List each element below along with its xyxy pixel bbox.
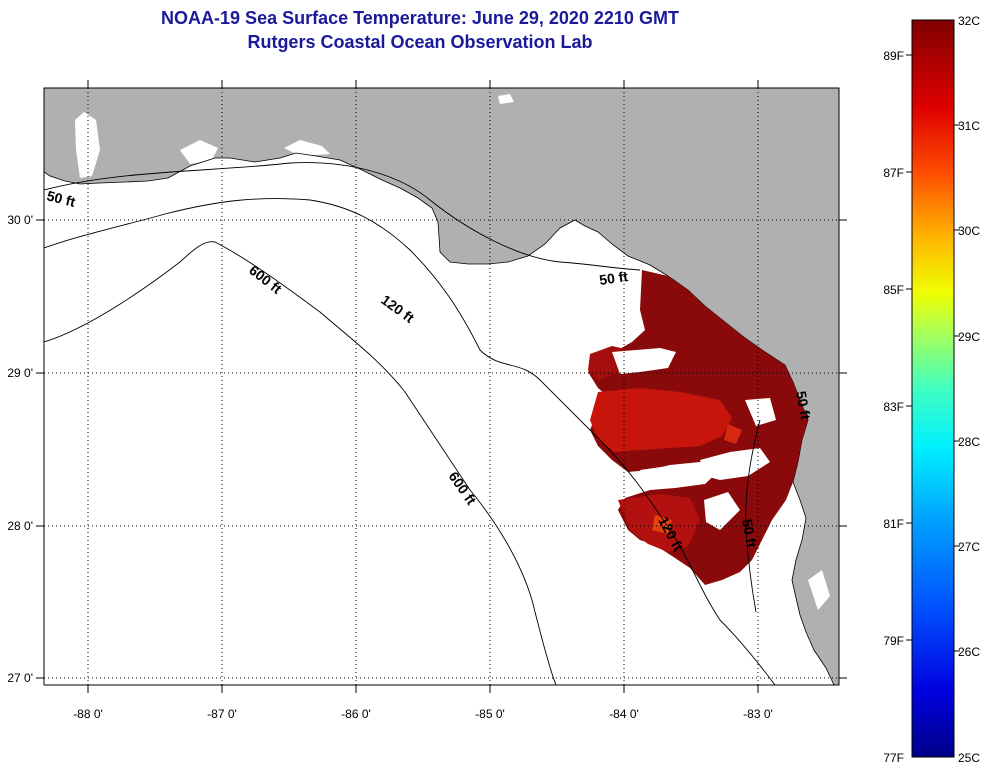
bay-area [180,140,218,164]
colorbar-f-label: 87F [883,166,904,180]
colorbar-c-label: 31C [958,119,980,133]
frame-ticks [36,80,847,693]
map-frame [43,87,840,686]
lat-label: 30 0' [7,213,33,227]
contour-label: 50 ft [598,268,629,288]
colorbar-f-label: 85F [883,283,904,297]
land-area [44,88,839,685]
colorbar-f-label: 77F [883,751,904,765]
contour-label: 50 ft [793,390,814,421]
graticule [44,88,839,685]
colorbar-c-label: 29C [958,330,980,344]
no-data-gap [640,466,690,488]
colorbar-c-label: 25C [958,751,980,765]
no-data-gap [745,398,776,426]
colorbar-c-label: 28C [958,435,980,449]
colorbar-c-label: 27C [958,540,980,554]
lon-label: -88 0' [73,707,103,721]
lat-label: 27 0' [7,671,33,685]
sst-patch [590,388,732,452]
no-data-gap [700,448,770,480]
contour-label: 50 ft [739,518,760,549]
lon-label: -83 0' [743,707,773,721]
isobath-600ft [44,241,557,685]
bay-area [776,510,800,560]
colorbar-ticks [906,54,960,652]
colorbar-c-label: 26C [958,645,980,659]
sst-patch [724,424,742,444]
lon-label: -84 0' [609,707,639,721]
isobath-50ft-east [745,419,761,613]
colorbar-c-label: 32C [958,14,980,28]
colorbar-f-label: 81F [883,517,904,531]
coastline [44,152,835,685]
colorbar-f-label: 79F [883,634,904,648]
lon-label: -87 0' [207,707,237,721]
sst-patch [652,515,672,534]
no-data-gap [704,492,740,530]
colorbar-c-label: 30C [958,224,980,238]
colorbar-f-label: 89F [883,49,904,63]
lon-label: -86 0' [341,707,371,721]
contour-label: 50 ft [45,187,77,210]
bay-area [808,570,830,610]
lon-label: -85 0' [475,707,505,721]
map-title: NOAA-19 Sea Surface Temperature: June 29… [161,8,679,28]
isobath-50ft [44,162,641,271]
colorbar [911,19,955,758]
bay-area [498,94,514,104]
bay-area [284,140,330,156]
colorbar-f-label: 83F [883,400,904,414]
isobath-120ft [44,198,776,685]
lat-label: 29 0' [7,366,33,380]
map-subtitle: Rutgers Coastal Ocean Observation Lab [247,32,593,52]
lat-label: 28 0' [7,519,33,533]
no-data-gap [612,348,676,374]
